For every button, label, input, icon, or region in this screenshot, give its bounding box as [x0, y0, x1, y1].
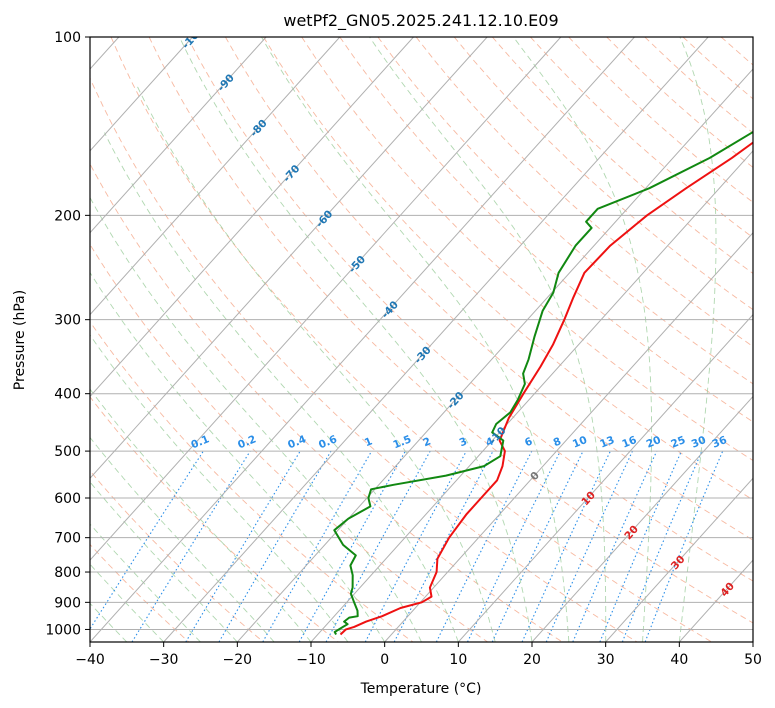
mixing-ratio-label: 1	[363, 435, 374, 449]
mixing-ratio-line	[325, 450, 431, 642]
y-tick-label: 200	[54, 208, 81, 224]
dry-adiabat	[339, 37, 753, 423]
mixing-ratio-label: 2	[421, 435, 432, 449]
isotherm-gridline	[531, 395, 753, 642]
isotherm-gridline	[605, 477, 753, 642]
mixing-ratio-line	[90, 450, 204, 630]
mixing-ratio-label: 4	[484, 435, 495, 449]
dry-adiabat	[90, 76, 638, 642]
x-tick-label: 10	[449, 652, 467, 668]
mixing-ratio-line	[572, 450, 658, 642]
isotherm-gridline	[163, 37, 709, 642]
mixing-ratio-line	[298, 450, 406, 642]
dry-adiabat	[90, 243, 488, 642]
moist-adiabat	[90, 196, 422, 642]
y-tick-label: 500	[54, 444, 81, 460]
y-axis-title: Pressure (hPa)	[12, 290, 28, 390]
moist-adiabat	[90, 523, 201, 642]
mixing-ratio-label: 10	[571, 434, 589, 451]
plot-frame	[89, 36, 754, 643]
y-tick-label: 700	[54, 531, 81, 547]
moist-adiabat	[369, 37, 607, 642]
dry-adiabat	[90, 163, 563, 642]
mixing-ratio-label: 16	[620, 434, 638, 451]
x-tick-label: −20	[223, 652, 253, 668]
isotherm-gridline	[236, 68, 753, 642]
x-tick-label: 50	[744, 652, 762, 668]
isotherm-gridline	[90, 37, 414, 398]
mixing-ratio-line	[545, 450, 633, 642]
isotherm-gridline	[90, 37, 341, 316]
y-tick-label: 1000	[45, 622, 81, 638]
isotherm-gridline	[90, 37, 488, 480]
y-tick-label: 600	[54, 491, 81, 507]
isotherm-gridline	[457, 313, 753, 642]
isotherm-gridline	[90, 37, 193, 152]
moist-adiabat	[90, 602, 128, 642]
dry-adiabat	[148, 37, 753, 624]
mixing-ratio-line	[364, 450, 467, 642]
mixing-ratio-line	[435, 450, 533, 642]
mixing-ratio-label: 36	[711, 434, 729, 451]
profile-temperature	[339, 141, 753, 636]
dry-adiabat	[90, 543, 190, 642]
mixing-ratio-label: 3	[458, 435, 469, 449]
isotherm-gridline	[90, 37, 635, 642]
x-tick-label: 30	[597, 652, 615, 668]
moist-adiabat	[135, 83, 496, 642]
moist-adiabat	[90, 563, 165, 642]
x-tick-label: −10	[296, 652, 326, 668]
isotherm-gridline	[90, 37, 562, 561]
moist-adiabat	[513, 37, 653, 642]
moist-adiabat	[90, 271, 386, 642]
moist-adiabat	[90, 388, 312, 642]
y-tick-label: 400	[54, 387, 81, 403]
x-tick-label: −40	[75, 652, 105, 668]
isotherm-gridline	[90, 37, 267, 234]
isotherm-gridline	[384, 231, 753, 642]
mixing-ratio-line	[644, 450, 724, 642]
x-tick-label: 40	[670, 652, 688, 668]
x-tick-label: 20	[523, 652, 541, 668]
mixing-ratio-label: 30	[690, 434, 708, 451]
profile-dewpoint	[333, 130, 753, 635]
mixing-ratio-label: 6	[523, 435, 534, 449]
dry-adiabat	[377, 37, 753, 385]
mixing-ratio-line	[599, 450, 682, 642]
y-tick-label: 100	[54, 30, 81, 46]
x-axis-title: Temperature (°C)	[360, 681, 482, 697]
isotherm-gridline	[310, 150, 753, 642]
moist-adiabat	[678, 37, 717, 642]
moist-adiabat	[261, 37, 570, 642]
y-tick-label: 300	[54, 313, 81, 329]
dry-adiabat	[301, 37, 753, 462]
mixing-ratio-label: 13	[598, 434, 616, 451]
moist-adiabat	[90, 334, 349, 642]
mixing-ratio-label: 20	[645, 434, 663, 451]
y-tick-label: 900	[54, 595, 81, 611]
mixing-ratio-label: 8	[552, 435, 563, 449]
mixing-ratio-line	[621, 450, 703, 642]
x-tick-label: −30	[149, 652, 179, 668]
dry-adiabat	[263, 37, 753, 501]
dry-adiabat	[186, 37, 753, 582]
mixing-ratio-label: 25	[669, 434, 687, 451]
x-tick-label: 0	[380, 652, 389, 668]
y-tick-label: 800	[54, 565, 81, 581]
chart-title: wetPf2_GN05.2025.241.12.10.E09	[283, 11, 558, 31]
